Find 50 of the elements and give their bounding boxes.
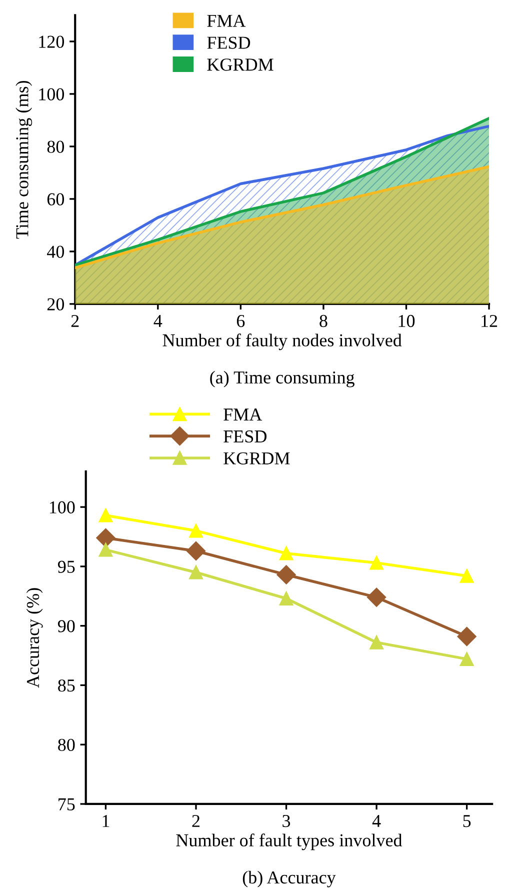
y-tick-label: 60 (47, 193, 64, 206)
point (457, 626, 476, 646)
x-tick-label: 12 (482, 314, 498, 327)
point (276, 565, 296, 584)
y-tick-label: 80 (58, 738, 75, 752)
point (279, 592, 294, 606)
y-axis-title: Time consuming (ms) (16, 80, 32, 239)
point (460, 568, 474, 583)
point (370, 635, 384, 650)
text: (b) Accuracy (242, 870, 336, 888)
legend-label: KGRDM (224, 452, 290, 464)
x-tick-label: 1 (102, 815, 110, 827)
point (370, 556, 384, 570)
x-axis-title: Number of faulty nodes involved (162, 334, 402, 350)
y-tick-label: 90 (58, 620, 75, 632)
legend-label: KGRDM (207, 58, 274, 71)
legend-label: FESD (207, 36, 250, 49)
point (460, 652, 474, 666)
y-tick-label: 40 (46, 246, 64, 258)
x-tick-label: 2 (192, 814, 200, 827)
y-tick-label: 120 (39, 36, 64, 48)
x-tick-label: 6 (236, 314, 245, 328)
x-tick-label: 5 (463, 815, 471, 828)
y-tick-label: 95 (58, 560, 75, 573)
point (98, 508, 113, 522)
x-tick-label: 10 (398, 314, 415, 328)
legend-label: FMA (224, 408, 262, 420)
y-tick-label: 20 (47, 298, 64, 310)
y-axis-title: Accuracy (%) (26, 588, 43, 688)
point (189, 565, 203, 580)
y-tick-label: 100 (39, 88, 64, 100)
x-tick-label: 4 (372, 815, 381, 827)
point (98, 542, 113, 557)
x-tick-label: 2 (71, 314, 79, 327)
y-tick-label: 100 (50, 501, 75, 514)
x-tick-label: 3 (282, 814, 290, 828)
x-tick-label: 4 (154, 315, 162, 327)
y-tick-label: 85 (58, 679, 75, 692)
y-tick-label: 80 (47, 140, 64, 153)
legend-label: FESD (224, 430, 266, 443)
point (367, 588, 386, 607)
x-axis-title: Number of fault types involved (176, 834, 402, 850)
point (279, 546, 294, 560)
y-tick-label: 75 (58, 798, 75, 810)
point (96, 528, 116, 548)
x-tick-label: 8 (320, 314, 328, 328)
point (186, 541, 206, 561)
point (189, 524, 203, 538)
text: (a) Time consuming (210, 370, 354, 388)
legend-label: FMA (207, 14, 246, 27)
